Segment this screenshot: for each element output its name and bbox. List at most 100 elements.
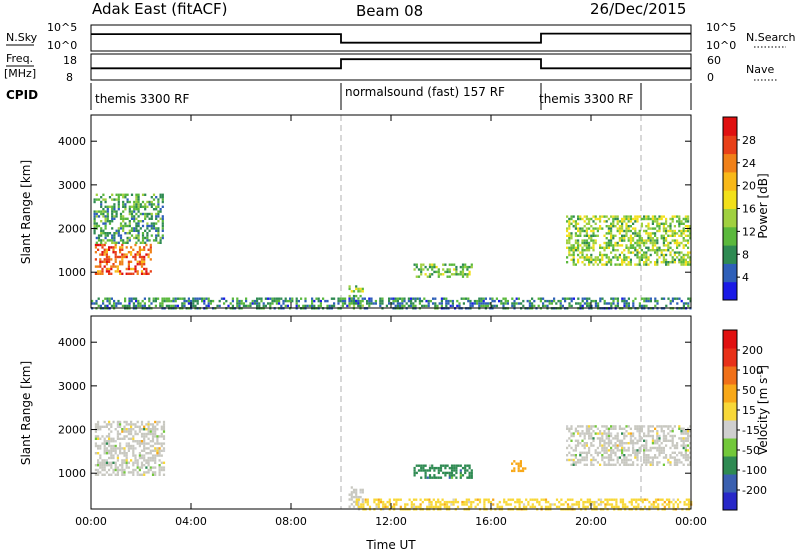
velocity-scatter-cell <box>669 446 672 450</box>
nave-label: Nave <box>746 63 774 76</box>
power-scatter-cell <box>145 270 148 273</box>
velocity-scatter-cell <box>590 444 593 447</box>
power-scatter-cell <box>572 215 575 218</box>
velocity-scatter-cell <box>121 437 124 440</box>
power-scatter-cell <box>665 258 668 261</box>
power-scatter-cell <box>269 297 272 300</box>
velocity-scatter-cell <box>621 427 624 430</box>
power-scatter-cell <box>123 255 126 259</box>
velocity-scatter-cell <box>156 447 159 450</box>
power-scatter-cell <box>498 299 501 303</box>
velocity-scatter-cell <box>594 425 597 428</box>
power-scatter-cell <box>341 302 344 305</box>
power-scatter-cell <box>676 241 679 245</box>
velocity-scatter-cell <box>145 459 148 462</box>
velocity-scatter-cell <box>610 456 613 459</box>
power-scatter-cell <box>174 297 177 300</box>
velocity-scatter-cell <box>577 461 580 464</box>
power-scatter-cell <box>654 263 657 266</box>
velocity-scatter-cell <box>544 498 548 501</box>
velocity-scatter-cell <box>650 503 653 506</box>
velocity-scatter-cell <box>678 425 681 428</box>
power-scatter-cell <box>515 302 518 305</box>
power-scatter-cell <box>482 299 485 303</box>
velocity-scatter-cell <box>136 420 139 424</box>
velocity-scatter-cell <box>108 442 111 445</box>
power-scatter-cell <box>588 246 591 249</box>
power-scatter-cell <box>100 239 103 242</box>
power-scatter-cell <box>470 265 473 269</box>
velocity-scatter-cell <box>579 425 582 428</box>
power-scatter-cell <box>140 248 144 251</box>
power-scatter-cell <box>348 304 351 307</box>
velocity-scatter-cell <box>517 467 520 470</box>
power-scatter-cell <box>586 297 589 300</box>
velocity-scatter-cell <box>637 505 640 509</box>
velocity-scatter-cell <box>635 505 638 509</box>
power-scatter-cell <box>592 229 595 233</box>
velocity-scatter-cell <box>667 458 670 462</box>
power-scatter-cell <box>410 297 413 300</box>
power-scatter-cell <box>130 272 133 275</box>
velocity-scatter-cell <box>492 503 495 506</box>
power-scatter-cell <box>673 239 676 242</box>
power-scatter-cell <box>469 304 472 308</box>
power-scatter-cell <box>111 236 114 240</box>
power-scatter-cell <box>632 237 635 240</box>
power-scatter-cell <box>190 299 193 303</box>
velocity-scatter-cell <box>103 473 106 476</box>
power-scatter-cell <box>654 304 657 308</box>
power-scatter-cell <box>592 239 595 242</box>
velocity-scatter-cell <box>669 463 672 466</box>
velocity-scatter-cell <box>662 425 665 428</box>
velocity-scatter-cell <box>464 469 467 472</box>
velocity-scatter-cell <box>605 425 608 428</box>
velocity-scatter-cell <box>125 466 128 469</box>
power-scatter-cell <box>689 237 692 240</box>
power-scatter-cell <box>271 297 274 300</box>
velocity-scatter-cell <box>428 505 431 509</box>
velocity-scatter-cell <box>158 459 161 462</box>
power-scatter-cell <box>116 267 119 271</box>
power-scatter-cell <box>262 302 265 305</box>
power-scatter-cell <box>108 258 111 261</box>
velocity-scatter-cell <box>614 463 617 466</box>
freq-left-tick-top: 18 <box>63 54 77 67</box>
power-scatter-cell <box>361 290 364 293</box>
power-scatter-cell <box>102 299 105 303</box>
power-scatter-cell <box>128 205 131 208</box>
velocity-scatter-cell <box>614 454 617 457</box>
power-scatter-cell <box>590 253 593 257</box>
velocity-scatter-cell <box>470 469 473 472</box>
velocity-scatter-cell <box>461 500 464 504</box>
velocity-scatter-cell <box>645 439 648 442</box>
power-scatter-cell <box>415 265 418 269</box>
velocity-scatter-cell <box>572 463 575 466</box>
velocity-scatter-cell <box>621 503 625 506</box>
velocity-scatter-cell <box>569 498 572 501</box>
velocity-scatter-cell <box>444 464 447 467</box>
power-scatter-cell <box>618 229 621 233</box>
velocity-scatter-cell <box>439 500 442 504</box>
velocity-scatter-cell <box>154 435 157 438</box>
power-scatter-cell <box>601 227 604 230</box>
velocity-scatter-cell <box>434 500 438 504</box>
power-scatter-cell <box>212 299 215 303</box>
power-scatter-cell <box>192 302 195 305</box>
velocity-scatter-cell <box>119 449 122 452</box>
power-scatter-cell <box>455 270 458 274</box>
velocity-scatter-cell <box>591 500 594 504</box>
power-scatter-cell <box>431 273 434 276</box>
velocity-scatter-cell <box>162 430 166 433</box>
power-scatter-cell <box>610 261 613 264</box>
velocity-scatter-cell <box>529 505 532 509</box>
power-scatter-cell <box>665 244 668 247</box>
power-scatter-cell <box>678 222 681 225</box>
power-scatter-cell <box>133 203 136 206</box>
power-scatter-cell <box>680 251 683 254</box>
power-scatter-cell <box>140 270 144 273</box>
velocity-scatter-cell <box>623 454 626 457</box>
power-scatter-cell <box>616 299 619 303</box>
power-scatter-cell <box>568 302 571 305</box>
cpid-segment-2: normalsound (fast) 157 RF <box>345 85 505 99</box>
